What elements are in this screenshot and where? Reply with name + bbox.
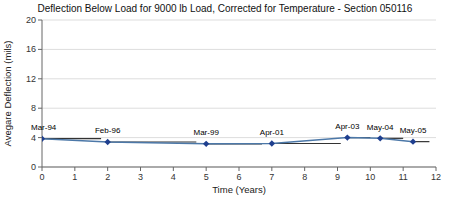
annotation: May-05 [400, 126, 427, 135]
annotation: May-04 [367, 123, 394, 132]
y-tick-label: 8 [31, 103, 36, 113]
y-tick [38, 20, 42, 21]
x-tick [107, 167, 108, 171]
x-tick-label: 3 [138, 172, 143, 182]
x-tick [173, 167, 174, 171]
x-tick [370, 167, 371, 171]
y-tick [38, 167, 42, 168]
y-tick [38, 78, 42, 79]
y-tick [38, 49, 42, 50]
x-tick-label: 8 [302, 172, 307, 182]
grid-line [42, 20, 436, 21]
grid-line [42, 49, 436, 50]
x-tick-label: 11 [398, 172, 407, 182]
annotation: Apr-03 [335, 122, 360, 131]
annotation: Feb-96 [95, 126, 121, 135]
y-tick-label: 12 [26, 74, 36, 84]
y-tick-label: 16 [26, 44, 36, 54]
x-tick [206, 167, 207, 171]
x-tick [436, 167, 437, 171]
data-marker [203, 141, 209, 147]
grid-line [42, 108, 436, 109]
x-tick-label: 9 [335, 172, 340, 182]
x-tick-label: 1 [72, 172, 77, 182]
data-marker [377, 135, 383, 141]
data-marker [269, 140, 275, 146]
x-tick-label: 7 [269, 172, 274, 182]
x-tick-label: 5 [204, 172, 209, 182]
y-tick [38, 137, 42, 138]
y-tick-label: 0 [31, 162, 36, 172]
y-tick-label: 4 [31, 133, 36, 143]
y-tick-label: 20 [26, 15, 36, 25]
x-tick [271, 167, 272, 171]
x-tick [42, 167, 43, 171]
annotation: Apr-01 [260, 128, 285, 137]
x-tick [74, 167, 75, 171]
x-axis-line [42, 167, 436, 168]
data-marker [104, 139, 110, 145]
x-tick [403, 167, 404, 171]
y-axis-line [42, 20, 43, 167]
x-tick [337, 167, 338, 171]
data-marker [42, 136, 45, 142]
x-axis-label: Time (Years) [212, 184, 266, 195]
y-axis-label: Avegare Deflection (mils) [2, 41, 13, 147]
plot-area [42, 134, 429, 147]
x-tick-label: 4 [171, 172, 176, 182]
data-marker [344, 134, 350, 140]
grid-line [42, 167, 436, 168]
annotation: Mar-99 [193, 128, 219, 137]
x-tick [140, 167, 141, 171]
x-tick [304, 167, 305, 171]
chart: 0481216200123456789101112Mar-94Feb-96Mar… [0, 0, 450, 197]
annotation: Mar-94 [31, 123, 57, 132]
x-tick-label: 10 [365, 172, 375, 182]
x-tick-label: 2 [105, 172, 110, 182]
x-tick [239, 167, 240, 171]
y-tick [38, 108, 42, 109]
x-tick-label: 6 [236, 172, 241, 182]
x-tick-label: 12 [431, 172, 441, 182]
x-tick-label: 0 [39, 172, 44, 182]
grid-line [42, 78, 436, 79]
title: Deflection Below Load for 9000 lb Load, … [38, 3, 413, 14]
data-line [42, 138, 413, 144]
data-marker [410, 138, 416, 144]
